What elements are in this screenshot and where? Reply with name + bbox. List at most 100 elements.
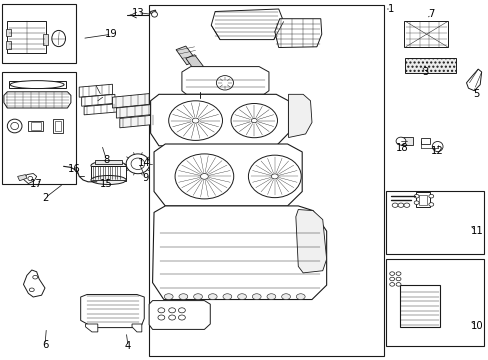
Polygon shape [154,144,302,206]
Ellipse shape [271,174,278,179]
Bar [189,77,209,87]
Polygon shape [211,9,283,40]
Polygon shape [176,46,196,65]
Ellipse shape [29,288,34,292]
Polygon shape [182,67,268,98]
Bar [2,4,76,63]
Ellipse shape [395,277,400,281]
Text: 16: 16 [68,164,81,174]
Text: 19: 19 [105,29,118,39]
Text: 14: 14 [138,158,150,168]
Text: 1: 1 [387,4,394,14]
Ellipse shape [158,308,164,313]
Ellipse shape [178,308,185,313]
Text: 13: 13 [131,8,144,18]
Text: 12: 12 [430,146,443,156]
Bar [55,121,61,131]
Ellipse shape [200,174,208,179]
Bar [28,121,43,131]
Ellipse shape [395,272,400,275]
Ellipse shape [168,315,175,320]
Ellipse shape [11,122,19,130]
Bar [53,119,62,133]
Polygon shape [152,206,326,300]
Ellipse shape [389,272,394,275]
Ellipse shape [178,315,185,320]
Bar [6,29,11,36]
Polygon shape [9,81,66,88]
Ellipse shape [164,294,173,300]
Ellipse shape [179,294,187,300]
Bar [95,160,122,164]
Ellipse shape [397,203,403,207]
Ellipse shape [251,118,257,123]
Ellipse shape [175,154,233,199]
Ellipse shape [193,294,202,300]
Bar [2,72,76,184]
Text: 6: 6 [41,340,48,350]
Text: 4: 4 [125,341,131,351]
Ellipse shape [252,294,261,300]
Ellipse shape [413,201,418,204]
Ellipse shape [266,294,275,300]
Bar [43,34,48,45]
Ellipse shape [168,101,222,140]
Bar [420,138,429,144]
Polygon shape [149,301,210,329]
Polygon shape [132,324,142,332]
Ellipse shape [52,30,65,46]
Text: 18: 18 [395,143,407,153]
Text: 7: 7 [427,9,434,19]
Ellipse shape [237,294,246,300]
Ellipse shape [192,118,199,123]
Text: 8: 8 [103,155,109,165]
Ellipse shape [296,294,305,300]
Ellipse shape [391,203,397,207]
Ellipse shape [428,194,433,198]
Polygon shape [185,55,204,72]
Ellipse shape [403,203,409,207]
Polygon shape [4,92,71,108]
Ellipse shape [281,294,290,300]
Text: 5: 5 [472,89,479,99]
Polygon shape [23,270,45,297]
Text: 17: 17 [30,179,43,189]
Polygon shape [120,115,156,128]
Ellipse shape [431,141,442,152]
Bar [400,137,412,145]
Ellipse shape [389,277,394,281]
Polygon shape [79,84,112,97]
Ellipse shape [28,176,33,181]
Ellipse shape [126,154,149,174]
Bar [404,21,447,47]
Ellipse shape [208,294,217,300]
Text: 15: 15 [100,179,113,189]
Bar [415,192,429,207]
Bar [404,58,455,73]
Polygon shape [85,324,98,332]
Ellipse shape [248,155,301,198]
Polygon shape [274,19,321,48]
Ellipse shape [231,104,277,138]
Ellipse shape [395,137,405,145]
Polygon shape [23,174,37,184]
Text: 2: 2 [41,193,48,203]
Ellipse shape [10,81,64,89]
Polygon shape [81,94,115,106]
Ellipse shape [389,283,394,286]
Polygon shape [295,210,326,273]
Polygon shape [112,94,149,108]
Ellipse shape [158,315,164,320]
Text: 11: 11 [469,226,482,236]
Bar [6,41,11,49]
Ellipse shape [91,161,126,170]
Bar [91,166,126,181]
Ellipse shape [189,82,209,92]
Ellipse shape [168,308,175,313]
Ellipse shape [33,275,38,279]
Ellipse shape [216,76,233,90]
Polygon shape [288,94,311,138]
Polygon shape [150,94,288,146]
Bar [386,191,483,254]
Polygon shape [18,175,27,181]
